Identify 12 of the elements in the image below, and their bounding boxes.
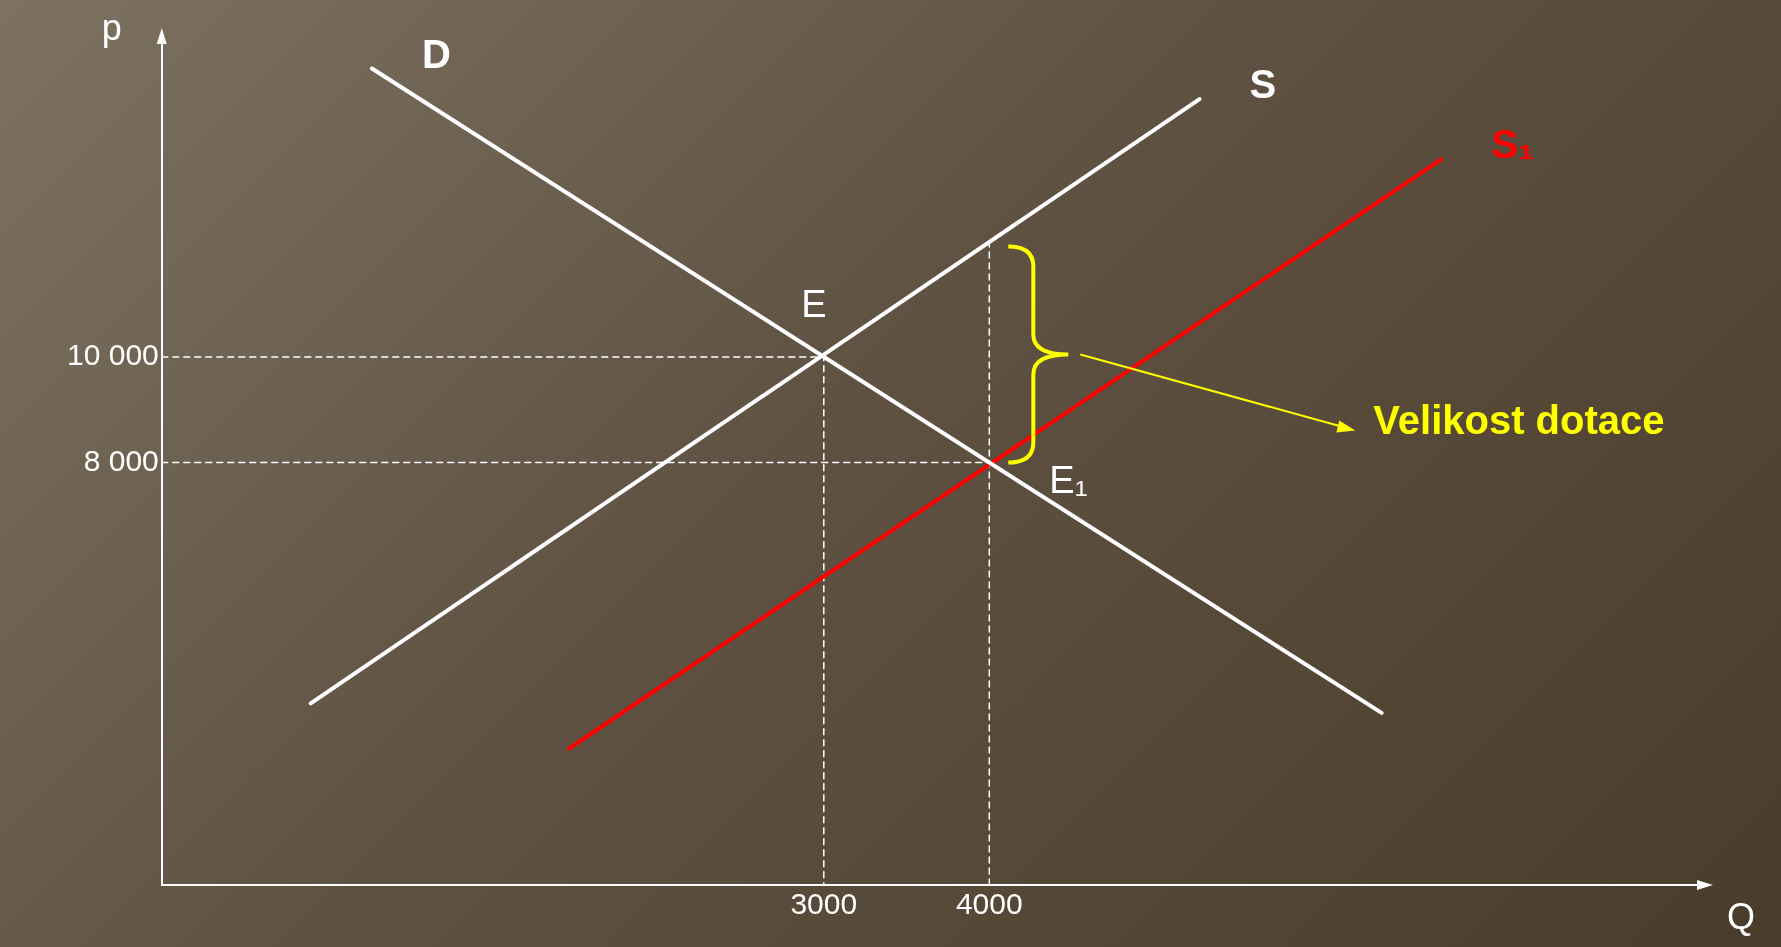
annotation: E [801, 283, 827, 326]
annotation: E₁ [1049, 458, 1088, 501]
x-tick-label: 3000 [790, 887, 858, 921]
y-axis-title: p [101, 6, 122, 48]
y-tick-label: 8 000 [83, 443, 159, 477]
series-label: S₁ [1491, 122, 1535, 167]
annotation: Velikost dotace [1373, 397, 1665, 442]
series-label: S [1249, 62, 1277, 107]
x-tick-label: 4000 [955, 887, 1023, 921]
y-tick-label: 10 000 [66, 338, 159, 372]
series-label: D [421, 31, 451, 76]
x-axis-title: Q [1726, 895, 1756, 937]
